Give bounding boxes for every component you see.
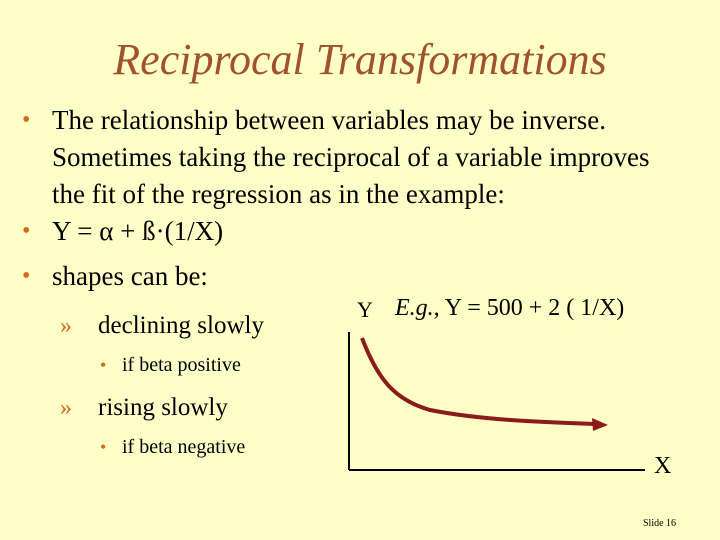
sub-sub-bullet-text: if beta negative xyxy=(122,436,246,458)
example-equation: E.g., Y = 500 + 2 ( 1/X) xyxy=(395,295,624,322)
bullet-list: • The relationship between variables may… xyxy=(22,102,662,461)
slide-number: Slide 16 xyxy=(643,518,677,529)
bullet-text: shapes can be: xyxy=(52,261,208,291)
bullet-item: • The relationship between variables may… xyxy=(22,102,662,213)
y-axis-label: Y xyxy=(357,297,373,322)
bullet-icon: • xyxy=(22,263,31,289)
reciprocal-chart xyxy=(348,332,645,471)
example-prefix: E.g., xyxy=(395,295,440,321)
example-formula: Y = 500 + 2 ( 1/X) xyxy=(444,295,625,321)
sub-sub-bullet-item: • if beta positive xyxy=(100,351,662,379)
bullet-icon: • xyxy=(22,107,31,133)
sub-bullet-text: rising slowly xyxy=(98,394,228,421)
sub-bullet-text: declining slowly xyxy=(98,312,264,339)
sub-sub-bullet-text: if beta positive xyxy=(122,354,241,376)
bullet-icon: • xyxy=(100,355,107,375)
bullet-item: • shapes can be: xyxy=(22,258,662,295)
arrow-head-icon xyxy=(592,418,608,431)
bullet-item: • Y = α + ß·(1/X) xyxy=(22,213,662,250)
x-axis-label: X xyxy=(654,453,672,479)
curve-line xyxy=(360,337,596,426)
raquo-icon: » xyxy=(60,313,72,339)
slide-title: Reciprocal Transformations xyxy=(113,35,607,84)
sub-bullet-item: » declining slowly xyxy=(60,309,662,343)
bullet-icon: • xyxy=(100,437,107,457)
sub-bullet-item: » rising slowly xyxy=(60,391,662,425)
sub-sub-bullet-item: • if beta negative xyxy=(100,433,662,461)
bullet-icon: • xyxy=(22,218,31,244)
bullet-text: The relationship between variables may b… xyxy=(52,105,650,209)
equation-text: Y = α + ß·(1/X) xyxy=(52,216,224,246)
raquo-icon: » xyxy=(60,395,72,421)
